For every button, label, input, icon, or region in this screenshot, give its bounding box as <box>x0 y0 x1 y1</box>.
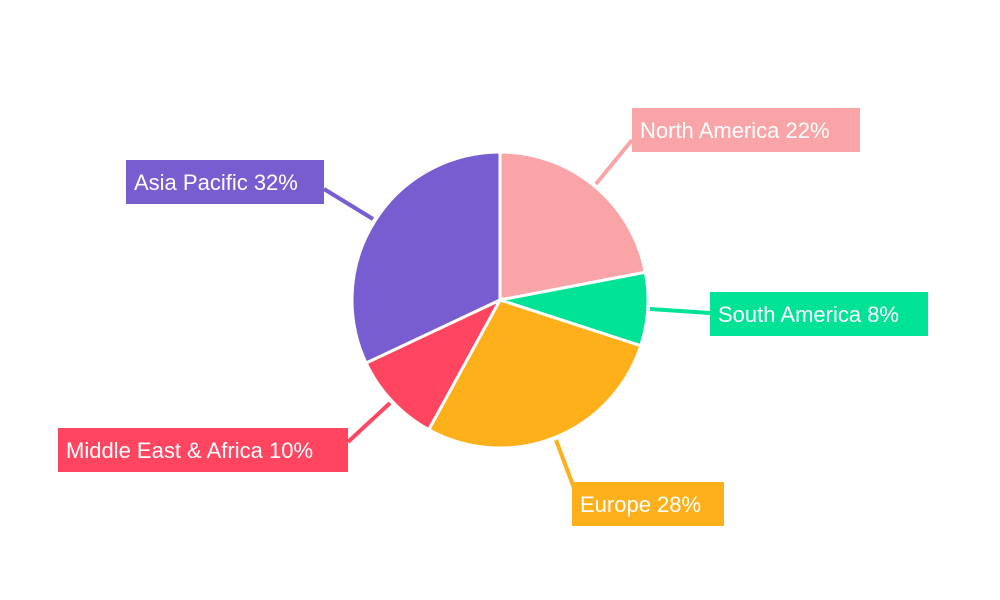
leader-line-europe <box>554 439 576 489</box>
data-label-south-america: South America 8% <box>718 302 899 327</box>
slice-middle-east-africa[interactable] <box>364 296 504 432</box>
data-label-asia-pacific: Asia Pacific 32% <box>134 170 298 195</box>
slice-europe[interactable] <box>426 298 643 450</box>
label-box-europe <box>572 482 724 526</box>
leader-line-asia-pacific <box>322 187 375 221</box>
slice-asia-pacific[interactable] <box>350 150 502 366</box>
label-box-middle-east-africa <box>58 428 348 472</box>
leader-line-north-america <box>594 138 634 186</box>
leader-line-south-america <box>649 307 711 315</box>
slice-north-america[interactable] <box>498 150 648 302</box>
data-label-north-america: North America 22% <box>640 118 830 143</box>
label-box-south-america <box>710 292 928 336</box>
data-label-middle-east-africa: Middle East & Africa 10% <box>66 438 313 463</box>
label-box-asia-pacific <box>126 160 324 204</box>
label-box-north-america <box>632 108 860 152</box>
data-label-europe: Europe 28% <box>580 492 701 517</box>
leader-line-middle-east-africa <box>346 401 392 444</box>
